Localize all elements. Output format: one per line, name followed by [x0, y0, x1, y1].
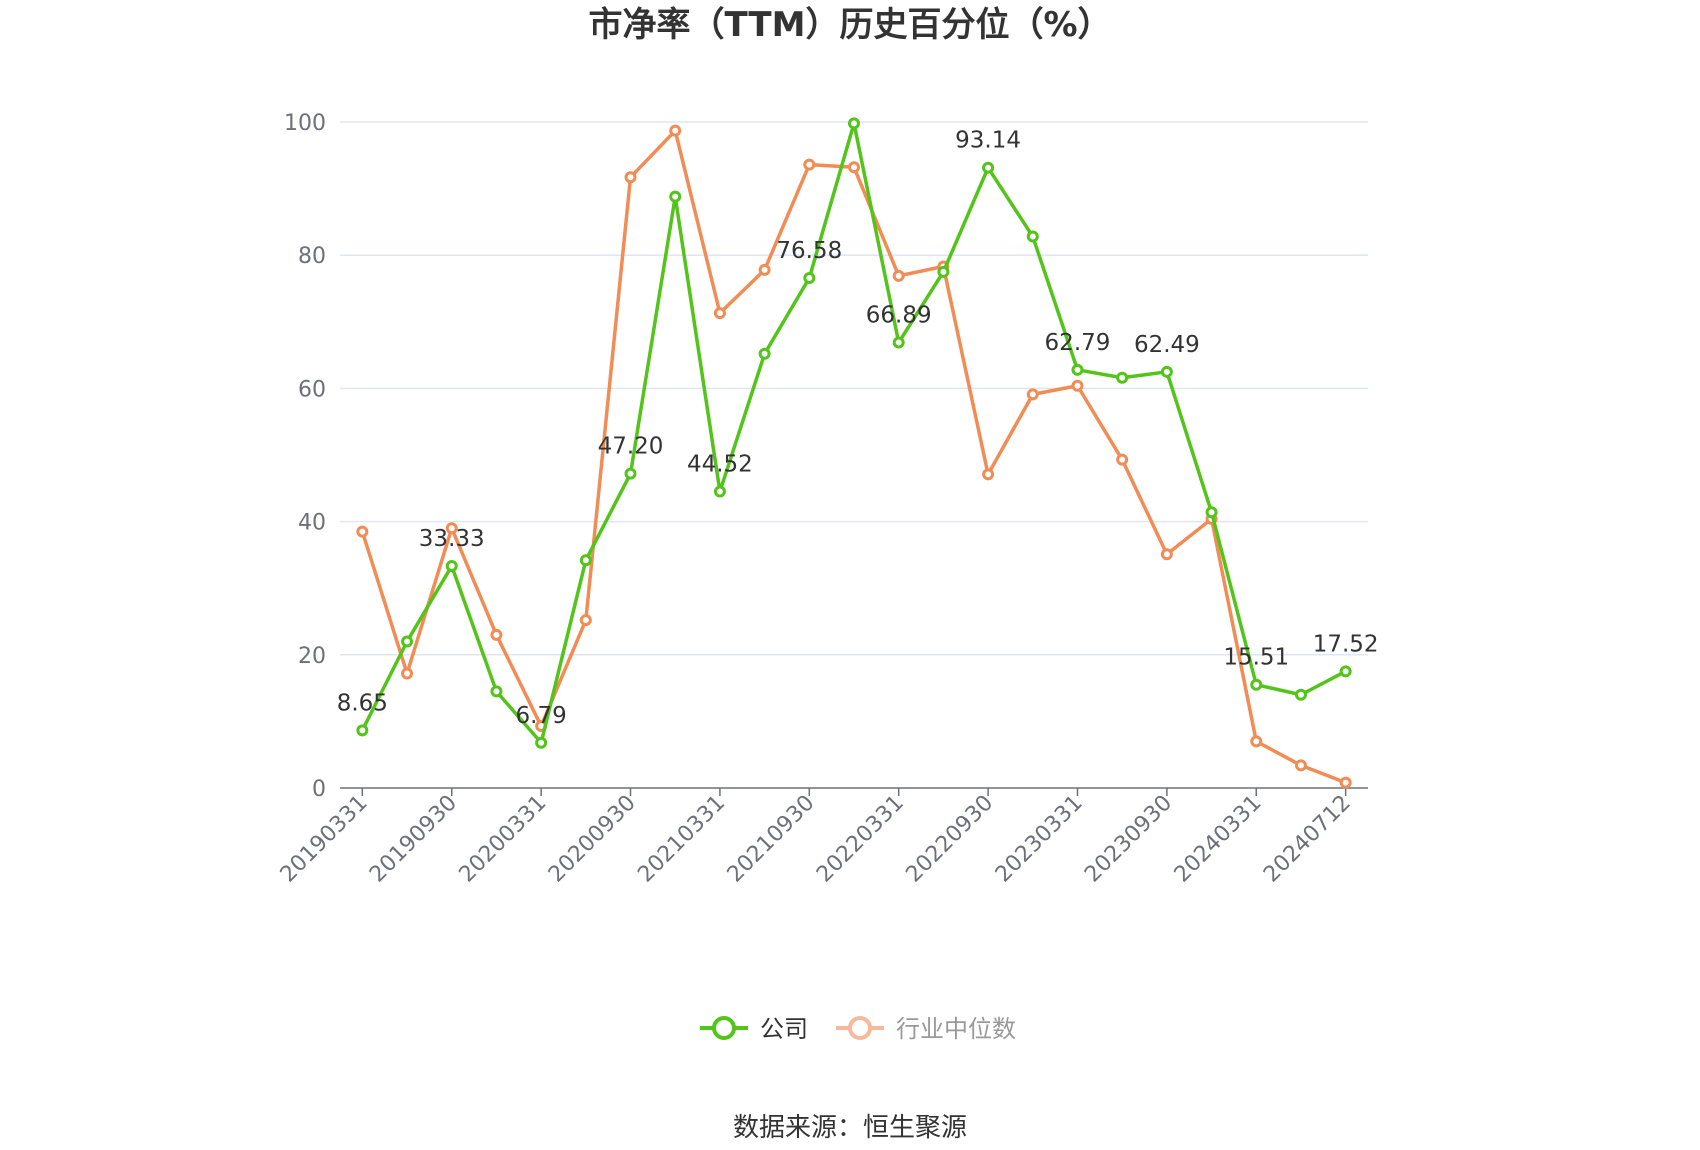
series-1-point-20240331[interactable] [1250, 735, 1263, 748]
data-source: 数据来源：恒生聚源 [733, 1113, 967, 1143]
series-0-point-20230630[interactable] [1116, 371, 1129, 384]
series-1-point-20240630[interactable] [1294, 759, 1307, 772]
legend: 公司 行业中位数 [700, 1015, 1016, 1043]
x-tick-label-20200930: 20200930 [544, 791, 641, 888]
chart-title: 市净率（TTM）历史百分位（%） [588, 5, 1111, 45]
legend-item-industry-median[interactable]: 行业中位数 [836, 1015, 1016, 1043]
series-0-point-20190930[interactable] [445, 560, 458, 573]
series-1-point-20230930[interactable] [1160, 548, 1173, 561]
series-0-point-20190630[interactable] [401, 635, 414, 648]
x-tick-label-20220331: 20220331 [812, 791, 909, 888]
series-1-point-20200930[interactable] [624, 171, 637, 184]
data-label-20200930: 47.20 [598, 434, 664, 460]
data-label-20210331: 44.52 [687, 451, 753, 477]
series-0-point-20190331[interactable] [356, 724, 369, 737]
series-0-point-20210331[interactable] [713, 485, 726, 498]
series-0-point-20210630[interactable] [758, 347, 771, 360]
series-layer [356, 117, 1352, 789]
series-0-point-20201231[interactable] [669, 190, 682, 203]
series-1-point-20211231[interactable] [848, 161, 860, 174]
series-0-point-20231231[interactable] [1205, 506, 1218, 519]
series-0-point-20240630[interactable] [1294, 688, 1307, 701]
legend-swatch-industry-marker [848, 1016, 872, 1040]
series-1-point-20240712[interactable] [1339, 776, 1352, 789]
data-label-20190930: 33.33 [419, 526, 485, 552]
series-1-point-20210331[interactable] [713, 307, 726, 320]
series-0-point-20240712[interactable] [1339, 665, 1352, 678]
legend-swatch-company-marker [712, 1016, 736, 1040]
series-0-point-20210930[interactable] [803, 271, 816, 284]
series-1-point-20191231[interactable] [490, 628, 503, 641]
series-1-point-20221231[interactable] [1026, 388, 1039, 401]
series-1-point-20190930[interactable] [445, 522, 458, 535]
x-tick-label-20240712: 20240712 [1259, 791, 1356, 888]
series-0-point-20211231[interactable] [848, 117, 860, 130]
x-tick-label-20210930: 20210930 [723, 791, 820, 888]
series-line-1 [360, 128, 1347, 785]
y-tick-label-2: 40 [298, 511, 326, 536]
data-label-20220331: 66.89 [866, 303, 932, 329]
series-0-point-20220331[interactable] [892, 336, 905, 349]
x-tick-label-20200331: 20200331 [455, 791, 552, 888]
series-0-point-20230930[interactable] [1160, 365, 1173, 378]
data-label-20240331: 15.51 [1223, 645, 1289, 671]
x-tick-label-20230331: 20230331 [991, 791, 1088, 888]
series-1-point-20190630[interactable] [401, 667, 414, 680]
series-1-point-20200630[interactable] [579, 614, 592, 627]
axis-layer: 0 20 40 60 80 100 2019033120190930202003312020… [276, 111, 1368, 887]
series-1-point-20210930[interactable] [803, 158, 816, 171]
y-tick-label-4: 80 [298, 244, 326, 269]
series-1-point-20230630[interactable] [1116, 453, 1129, 466]
y-tick-label-3: 60 [298, 377, 326, 402]
x-tick-label-20190930: 20190930 [365, 791, 462, 888]
series-0-point-20220930[interactable] [982, 161, 995, 174]
series-0-point-20220630[interactable] [937, 265, 950, 278]
x-tick-label-20210331: 20210331 [633, 791, 730, 888]
legend-item-company[interactable]: 公司 [700, 1015, 808, 1043]
data-label-20220930: 93.14 [955, 128, 1021, 154]
series-1-point-20220331[interactable] [892, 269, 905, 282]
x-tick-label-20230930: 20230930 [1080, 791, 1177, 888]
data-label-20230930: 62.49 [1134, 332, 1200, 358]
series-0-point-20200331[interactable] [535, 736, 548, 749]
series-0-point-20230331[interactable] [1071, 363, 1084, 376]
series-0-point-20200630[interactable] [579, 554, 592, 567]
y-tick-label-1: 20 [298, 644, 326, 669]
series-1-point-20220930[interactable] [982, 468, 995, 481]
series-1-point-20201231[interactable] [669, 124, 682, 137]
grid-layer [340, 121, 1368, 656]
data-label-20210930: 76.58 [776, 238, 842, 264]
data-label-20230331: 62.79 [1045, 330, 1111, 356]
legend-label-industry-median: 行业中位数 [896, 1015, 1016, 1043]
series-0-point-20221231[interactable] [1026, 230, 1039, 243]
y-tick-label-0: 0 [312, 777, 326, 802]
series-line-0 [360, 121, 1347, 745]
data-label-layer: 8.65 33.33 6.79 47.20 44.52 76.58 66.89 93.14 62… [337, 128, 1379, 729]
series-1-point-20210630[interactable] [758, 263, 771, 276]
y-tick-label-5: 100 [284, 111, 326, 136]
series-0-point-20200930[interactable] [624, 467, 637, 480]
series-0-point-20191231[interactable] [490, 685, 503, 698]
data-label-20190331: 8.65 [337, 690, 388, 716]
series-0-point-20240331[interactable] [1250, 678, 1263, 691]
series-1-point-20190331[interactable] [356, 525, 369, 538]
data-label-20240712: 17.52 [1313, 631, 1379, 657]
series-1-point-20230331[interactable] [1071, 379, 1084, 392]
x-tick-label-20220930: 20220930 [901, 791, 998, 888]
legend-label-company: 公司 [760, 1015, 808, 1043]
x-tick-label-20240331: 20240331 [1170, 791, 1267, 888]
x-tick-label-20190331: 20190331 [276, 791, 373, 888]
data-label-20200331: 6.79 [516, 703, 567, 729]
